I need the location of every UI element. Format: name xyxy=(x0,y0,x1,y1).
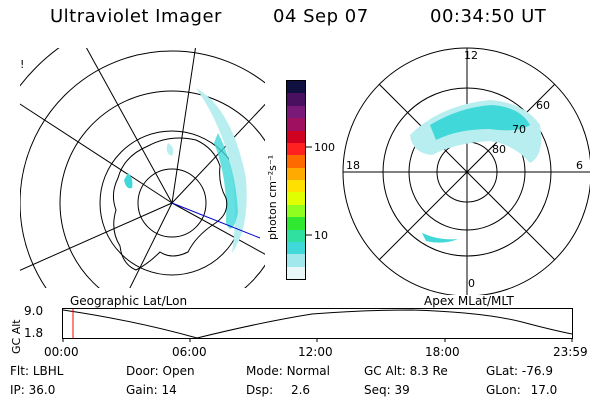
header-date: 04 Sep 07 xyxy=(273,6,369,27)
seq-value: 39 xyxy=(394,383,410,397)
auroral-oval xyxy=(410,100,542,243)
gain-value: 14 xyxy=(161,383,177,397)
colorbar-band xyxy=(287,105,305,119)
mode-value: Normal xyxy=(286,364,330,378)
lat-circle xyxy=(20,50,265,288)
altitude-ylabel: GC Alt xyxy=(10,319,23,354)
apex-label: Apex MLat/MLT xyxy=(424,294,514,308)
colorbar-band xyxy=(287,81,305,94)
mlt-label-6: 6 xyxy=(576,159,583,172)
colorbar-band xyxy=(287,266,305,279)
colorbar-band xyxy=(287,130,305,143)
xtick-2359: 23:59 xyxy=(553,345,588,359)
altitude-plot xyxy=(62,308,573,342)
info-ip: IP: 36.0 xyxy=(10,383,56,397)
colorbar-band xyxy=(287,204,305,218)
antarctica-coastline xyxy=(112,137,228,271)
info-glat: GLat: -76.9 xyxy=(486,364,553,378)
colorbar-band xyxy=(287,93,305,106)
meridian-line xyxy=(85,48,173,204)
colorbar-band xyxy=(287,254,305,267)
colorbar-tick-10: 10 xyxy=(314,229,328,242)
xtick-0000: 00:00 xyxy=(44,345,79,359)
mlt-label-18: 18 xyxy=(346,159,360,172)
altitude-curve xyxy=(62,309,573,339)
colorbar-ticks: 100 10 xyxy=(306,141,335,242)
colorbar-band xyxy=(287,118,305,131)
lat-circle xyxy=(137,168,207,238)
meridian-line xyxy=(171,48,196,204)
mlt-label-0: 0 xyxy=(468,277,475,290)
info-dsp: Dsp: 2.6 xyxy=(246,383,311,397)
meridian-line xyxy=(171,202,265,255)
colorbar-band xyxy=(287,229,305,242)
lat-label-70: 70 xyxy=(512,123,526,136)
info-flt: Flt: LBHL xyxy=(10,364,64,378)
auroral-emission xyxy=(124,88,247,253)
lat-circle xyxy=(59,90,265,288)
stray-mark: ! xyxy=(20,58,25,71)
colorbar-band xyxy=(287,217,305,230)
altitude-ytick-1.8: 1.8 xyxy=(24,326,44,340)
info-gain: Gain: 14 xyxy=(126,383,177,397)
colorbar-band xyxy=(287,180,305,193)
mlt-label-12: 12 xyxy=(464,49,478,62)
terminator-line xyxy=(171,202,261,239)
info-seq: Seq: 39 xyxy=(364,383,410,397)
gcalt-value: 8.3 Re xyxy=(409,364,448,378)
info-mode: Mode: Normal xyxy=(246,364,330,378)
glat-value: -76.9 xyxy=(521,364,553,378)
colorbar-band xyxy=(287,155,305,168)
colorbar-band xyxy=(287,192,305,205)
polar-plot: 12 18 6 0 60 70 80 xyxy=(342,47,590,295)
colorbar-band xyxy=(287,142,305,156)
door-value: Open xyxy=(162,364,195,378)
ip-value: 36.0 xyxy=(28,383,56,397)
colorbar xyxy=(286,80,306,280)
header-time: 00:34:50 UT xyxy=(430,6,547,27)
colorbar-band xyxy=(287,167,305,180)
glon-value: 17.0 xyxy=(530,383,558,397)
xtick-1200: 12:00 xyxy=(298,345,333,359)
info-gcalt: GC Alt: 8.3 Re xyxy=(364,364,448,378)
altitude-ytick-9: 9.0 xyxy=(24,304,44,318)
info-door: Door: Open xyxy=(126,364,195,378)
xtick-0600: 06:00 xyxy=(172,345,207,359)
colorbar-band xyxy=(287,241,305,255)
meridian-line xyxy=(20,202,173,271)
colorbar-unit-label: photon cm⁻²s⁻¹ xyxy=(266,154,279,240)
flt-value: LBHL xyxy=(32,364,64,378)
lat-label-60: 60 xyxy=(536,99,550,112)
lat-label-80: 80 xyxy=(492,143,506,156)
geographic-label: Geographic Lat/Lon xyxy=(70,294,188,308)
dsp-value: 2.6 xyxy=(290,383,311,397)
colorbar-tick-100: 100 xyxy=(314,141,335,154)
geographic-map xyxy=(20,48,265,288)
info-glon: GLon: 17.0 xyxy=(486,383,558,397)
meridian-line xyxy=(20,103,173,204)
page-title: Ultraviolet Imager xyxy=(50,6,222,27)
meridian-line xyxy=(129,202,173,288)
xtick-1800: 18:00 xyxy=(425,345,460,359)
